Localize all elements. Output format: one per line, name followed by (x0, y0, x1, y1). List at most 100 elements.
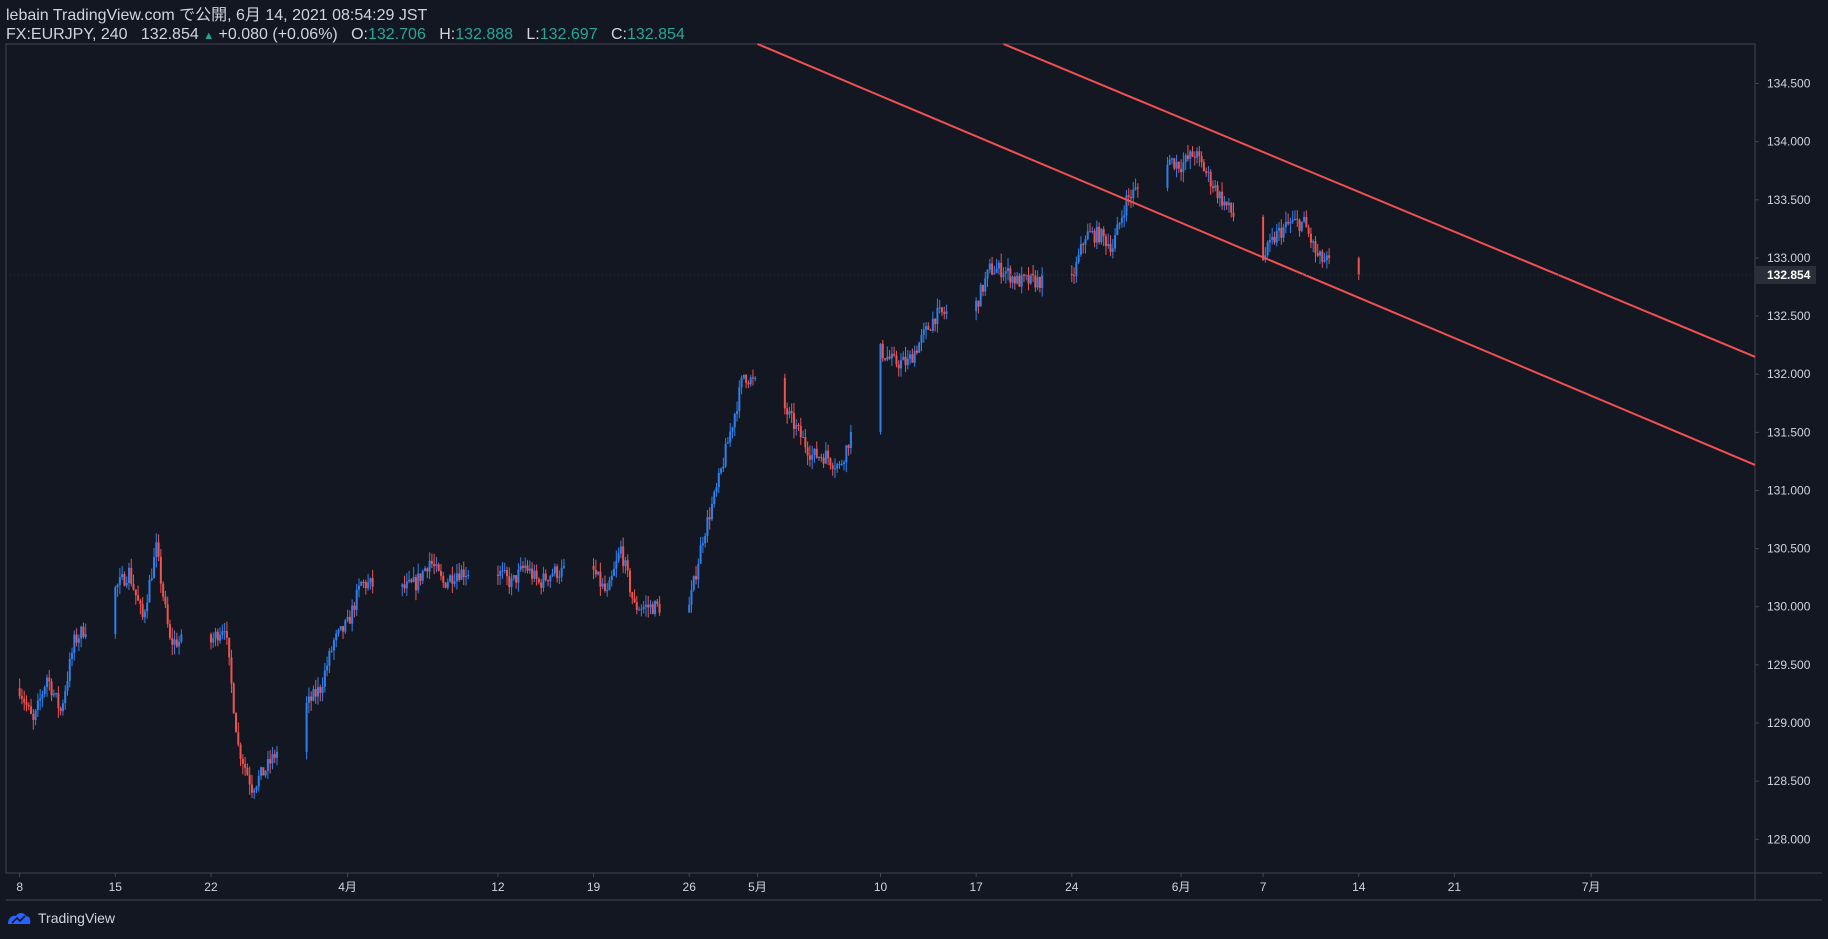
candle-body (253, 790, 256, 793)
up-arrow-icon: ▲ (203, 30, 215, 42)
low-label: L: (526, 26, 540, 43)
candle-body (1196, 151, 1199, 158)
candle-body (48, 677, 51, 682)
candle-body (799, 425, 802, 438)
candle-body (319, 687, 322, 693)
candle-body (305, 702, 308, 752)
y-tick-label: 134.500 (1767, 77, 1811, 91)
candle-body (18, 688, 21, 697)
candle-body (738, 387, 741, 412)
candle-body (1114, 235, 1117, 249)
candle-body (230, 657, 233, 684)
y-tick-label: 132.000 (1767, 367, 1811, 381)
candle-body (162, 583, 165, 597)
x-tick-label: 21 (1448, 880, 1462, 894)
candle-body (1298, 219, 1301, 231)
candle-body (1218, 191, 1221, 199)
candle-body (262, 767, 265, 776)
candle-body (430, 560, 433, 564)
candle-body (1223, 201, 1226, 206)
candle-body (628, 570, 631, 593)
candle-body (442, 575, 445, 583)
candle-body (726, 442, 729, 444)
candle-body (549, 575, 552, 582)
high-value: 132.888 (455, 26, 514, 43)
candle-body (610, 575, 613, 581)
candle-body (116, 584, 119, 588)
candle-body (535, 570, 538, 579)
candle-body (266, 759, 269, 771)
y-tick-label: 133.000 (1767, 251, 1811, 265)
candle-body (927, 326, 930, 330)
chart-header: lebain TradingView.com で公開, 6月 14, 2021 … (6, 6, 1206, 46)
x-tick-label: 10 (874, 880, 888, 894)
candle-body (1022, 274, 1025, 276)
candle-body (362, 581, 365, 583)
candle-body (1293, 218, 1296, 221)
candle-body (348, 616, 351, 624)
candle-body (592, 565, 595, 570)
candle-body (1009, 268, 1012, 283)
candle-body (357, 585, 360, 590)
candle-body (410, 579, 413, 582)
symbol-label[interactable]: FX:EURJPY, 240 (6, 26, 128, 43)
candle-body (30, 706, 33, 714)
candle-body (515, 575, 518, 583)
candle-body (401, 584, 404, 587)
candle-body (783, 377, 786, 409)
candle-body (1216, 185, 1219, 199)
x-tick-label: 22 (204, 880, 218, 894)
candle-body (840, 463, 843, 465)
candle-body (1107, 243, 1110, 247)
candle-body (1120, 217, 1123, 223)
candle-body (742, 374, 745, 379)
candle-body (1193, 156, 1196, 158)
candle-body (328, 651, 331, 666)
candle-body (228, 637, 231, 658)
tradingview-logo-icon[interactable] (6, 910, 32, 926)
candle-body (1082, 243, 1085, 245)
candle-body (164, 596, 167, 605)
candle-body (143, 611, 146, 618)
candle-body (1221, 191, 1224, 206)
candle-body (237, 732, 240, 745)
candle-body (1004, 271, 1007, 274)
brand-name[interactable]: TradingView (38, 910, 116, 926)
candle-body (27, 704, 30, 707)
candle-body (822, 457, 825, 464)
candle-body (121, 573, 124, 578)
candle-body (1032, 273, 1035, 276)
candle-body (137, 595, 140, 601)
open-label: O: (351, 26, 368, 43)
high-label: H: (439, 26, 456, 43)
candle-body (1182, 162, 1185, 173)
candle-body (1102, 229, 1105, 237)
candle-body (1300, 221, 1303, 231)
candle-body (613, 568, 616, 576)
candle-body (722, 466, 725, 469)
candle-body (310, 696, 313, 701)
candle-body (745, 374, 748, 383)
candle-body (594, 569, 597, 575)
candle-body (50, 681, 53, 696)
candle-body (847, 445, 850, 449)
candle-body (455, 573, 458, 582)
candle-body (419, 573, 422, 581)
candle-body (332, 640, 335, 651)
candle-body (1232, 212, 1235, 217)
candle-body (417, 573, 420, 591)
candle-body (724, 443, 727, 467)
candle-body (918, 342, 921, 353)
candle-body (897, 364, 900, 369)
candle-body (1109, 243, 1112, 252)
candle-body (408, 579, 411, 582)
candle-body (225, 631, 228, 638)
candle-body (624, 560, 627, 567)
candle-body (84, 633, 87, 637)
candle-body (1262, 216, 1265, 260)
y-tick-label: 134.000 (1767, 135, 1811, 149)
candle-body (1296, 218, 1299, 220)
candle-body (1127, 195, 1130, 197)
candle-body (1303, 217, 1306, 222)
